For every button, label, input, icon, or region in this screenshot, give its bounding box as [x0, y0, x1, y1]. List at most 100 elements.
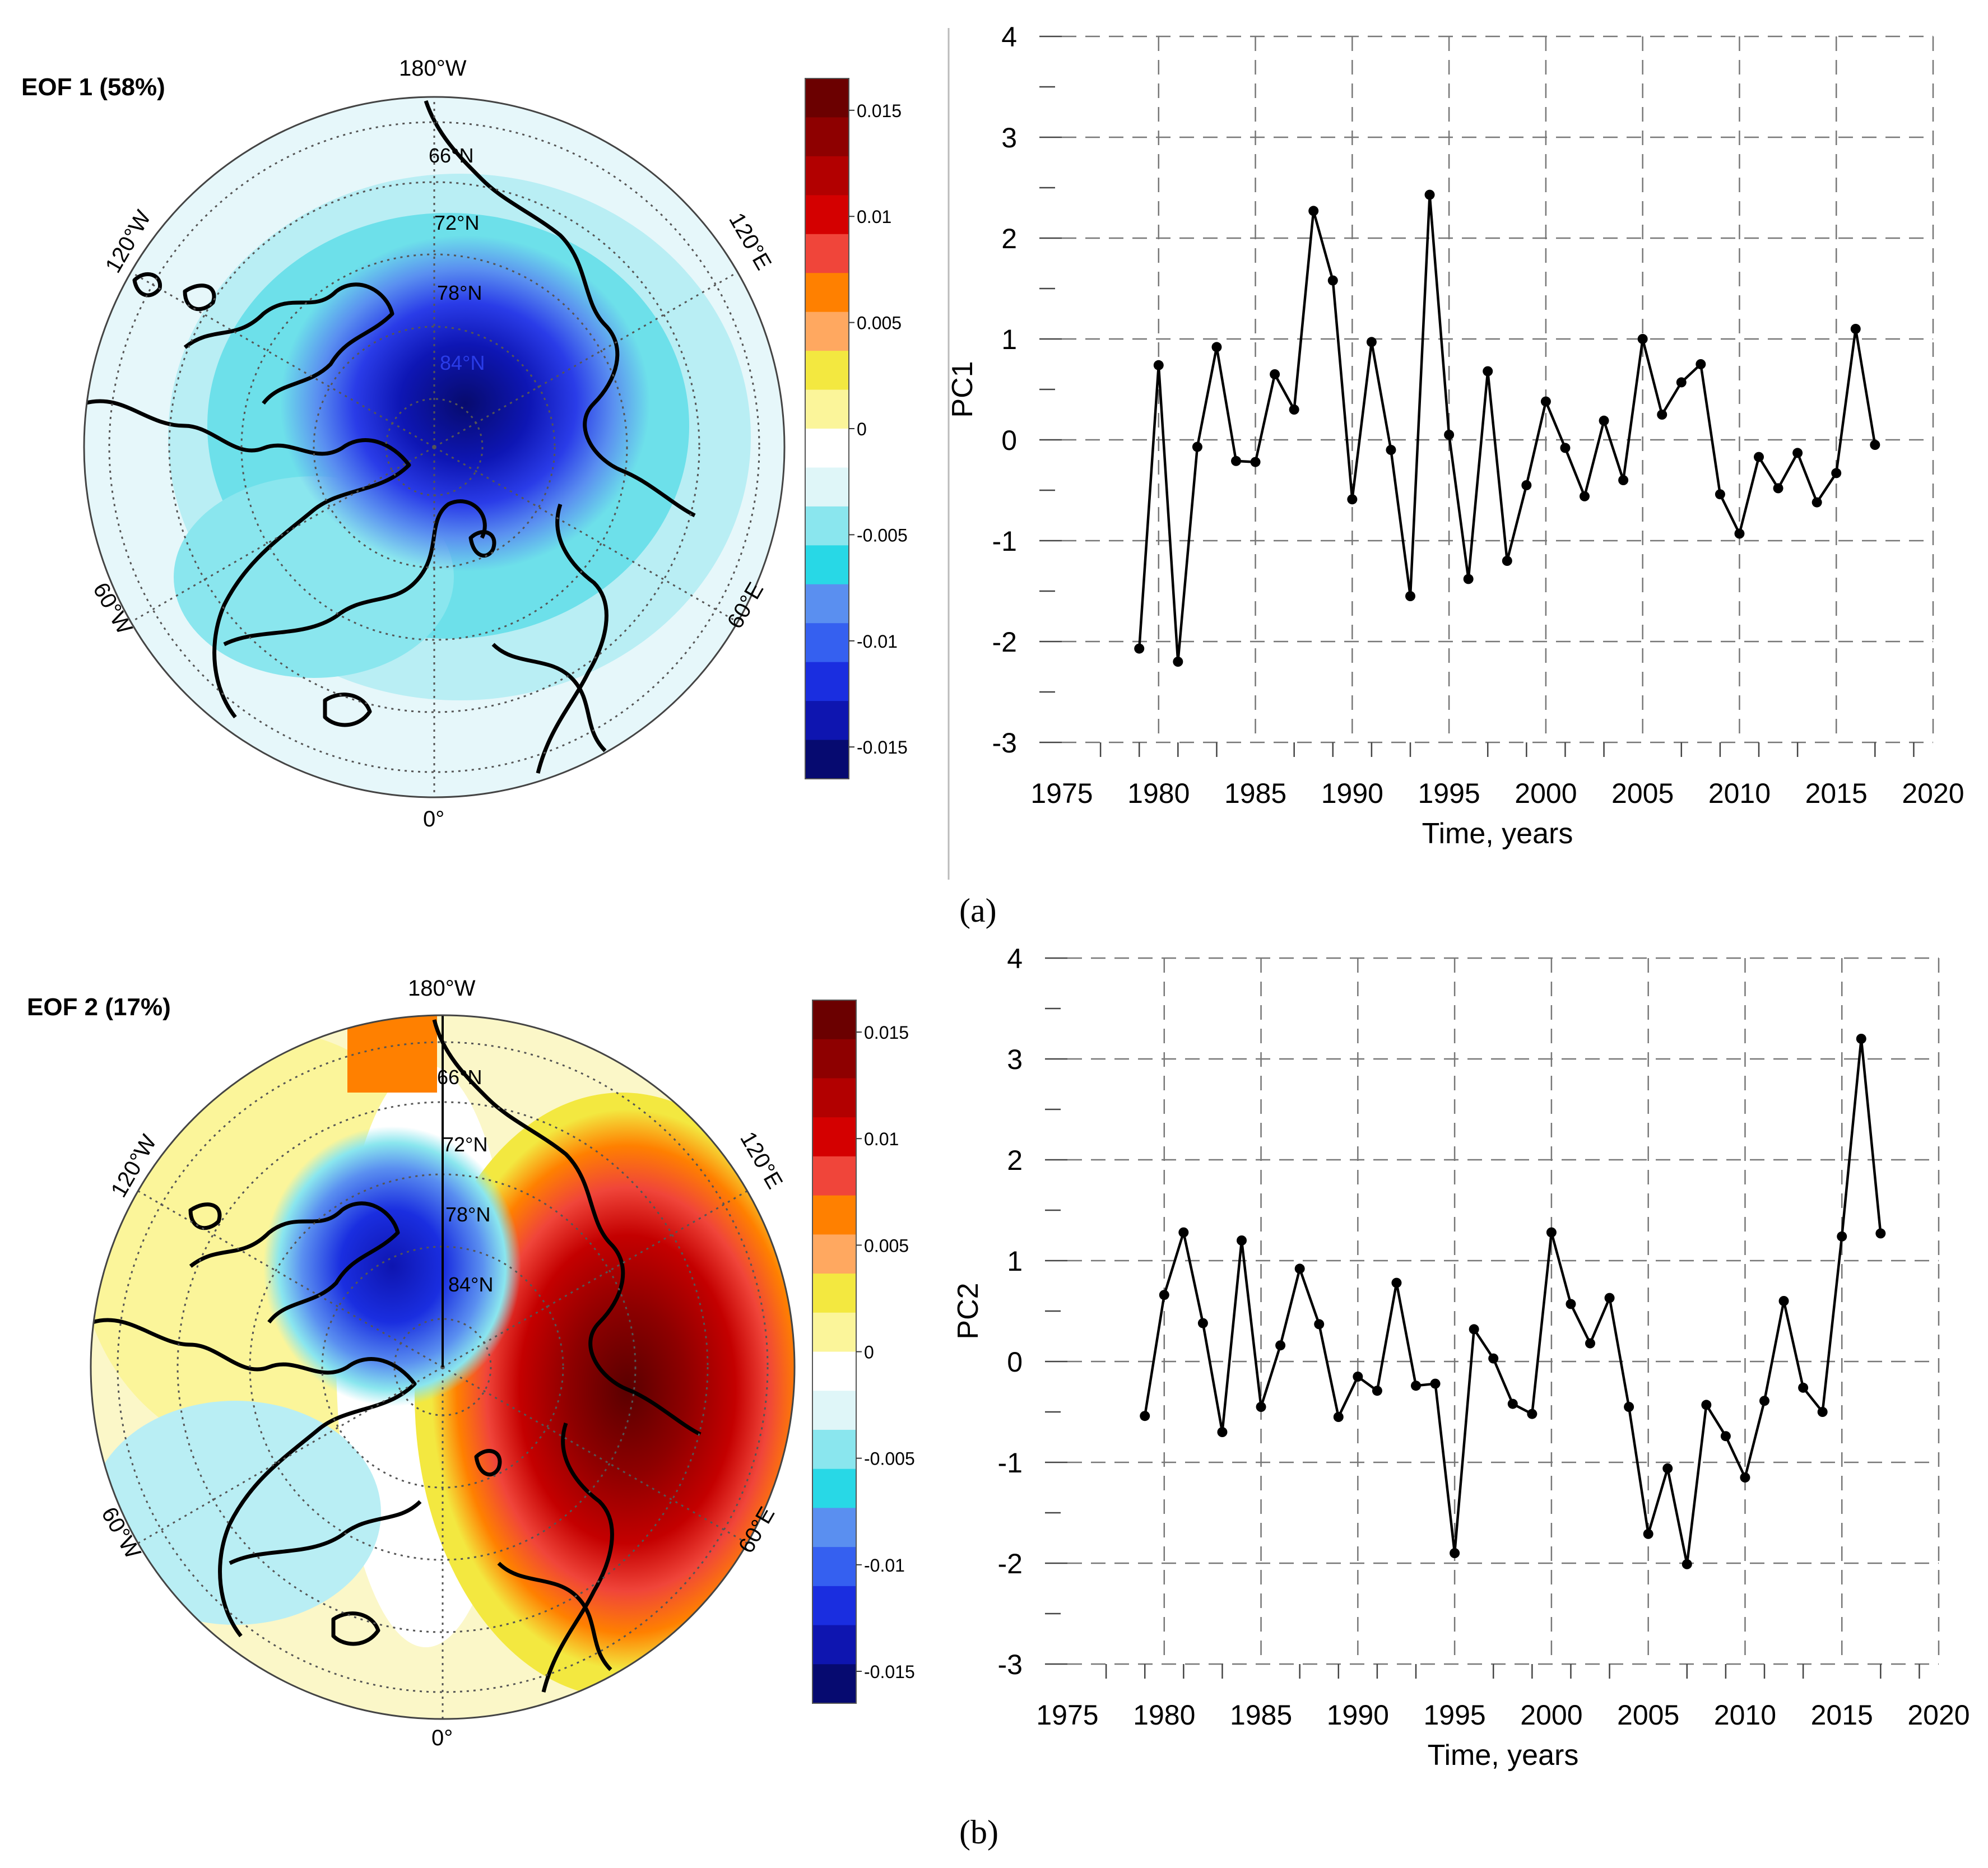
pc2-point — [1740, 1472, 1750, 1483]
pc1-point — [1831, 468, 1842, 478]
pc2-point — [1488, 1353, 1499, 1364]
pc1-point — [1405, 591, 1415, 601]
pc1-point — [1366, 337, 1377, 347]
eof2-label-0: 0° — [431, 1726, 453, 1750]
eof1-colorbar-tick-label: 0.015 — [857, 101, 902, 121]
pc2-ytick-label: -1 — [998, 1447, 1023, 1479]
eof1-colorbar-tick-label: 0.005 — [857, 313, 902, 333]
eof2-map — [90, 1014, 796, 1720]
pc1-xtick-label: 2015 — [1805, 778, 1868, 809]
pc2-point — [1411, 1381, 1421, 1391]
eof2-colorbar-swatch — [812, 1274, 856, 1313]
eof2-colorbar-tick-label: 0.01 — [864, 1129, 899, 1149]
pc1-point — [1754, 452, 1764, 462]
pc2-point — [1856, 1034, 1866, 1044]
pc1-point — [1424, 189, 1435, 200]
pc1-xtick-label: 2000 — [1515, 778, 1577, 809]
eof1-colorbar-swatch — [805, 273, 849, 313]
eof2-lat-66: 66°N — [437, 1066, 482, 1089]
pc1-point — [1773, 483, 1783, 494]
eof2-colorbar-swatch — [812, 1195, 856, 1235]
pc2-point — [1353, 1372, 1363, 1382]
eof1-colorbar-swatch — [805, 623, 849, 663]
pc2-point — [1778, 1296, 1789, 1306]
pc1-point — [1715, 489, 1725, 500]
pc1-point — [1483, 366, 1493, 377]
pc1-point — [1173, 657, 1183, 667]
pc2-xtick-label: 2005 — [1617, 1699, 1679, 1731]
pc1-point — [1289, 405, 1299, 415]
pc1-ytick-label: 2 — [1001, 223, 1017, 254]
eof1-lat-66: 66°N — [429, 144, 473, 167]
pc1-point — [1211, 342, 1222, 352]
eof2-blue-low — [263, 1126, 521, 1406]
pc1-ytick-label: -2 — [992, 626, 1017, 658]
pc1-point — [1134, 643, 1145, 654]
pc2-point — [1701, 1400, 1712, 1410]
eof2-title: EOF 2 (17%) — [27, 993, 171, 1021]
pc2-ytick-label: 2 — [1007, 1145, 1023, 1176]
pc1-xtick-label: 2020 — [1902, 778, 1964, 809]
pc2-point — [1682, 1559, 1692, 1569]
pc2-point — [1450, 1548, 1460, 1558]
pc2-point — [1237, 1235, 1247, 1246]
pc1-point — [1696, 359, 1706, 369]
eof1-colorbar-swatch — [805, 506, 849, 546]
eof2-coastlines — [91, 1019, 702, 1693]
pc2-ytick-label: -2 — [998, 1548, 1023, 1579]
pc2-point — [1178, 1227, 1189, 1238]
eof2-colorbar-swatch — [812, 1078, 856, 1118]
pc1-point — [1540, 396, 1551, 407]
pc1-point — [1444, 430, 1455, 440]
eof1-colorbar-swatch — [805, 351, 849, 391]
pc1-xtick-label: 2010 — [1708, 778, 1771, 809]
eof1-lat-72: 72°N — [434, 211, 479, 234]
pc2-chart: 4 3 2 1 0 -1 -2 -3 1975 1980 1985 1990 1995 2000 2005 2… — [952, 943, 1970, 1772]
eof2-colorbar: 0.015 0.01 0.005 0 -0.005 -0.01 -0.015 — [812, 1000, 915, 1704]
pc2-xtick-label: 2020 — [1907, 1699, 1970, 1731]
eof1-graticule — [108, 97, 760, 797]
pc2-point — [1662, 1463, 1673, 1474]
pc2-ytick-label: 3 — [1007, 1044, 1023, 1075]
pc2-xlabel: Time, years — [1428, 1739, 1579, 1772]
eof1-colorbar-swatch — [805, 740, 849, 779]
pc2-ytick-label: 4 — [1007, 943, 1023, 974]
pc1-point — [1676, 377, 1687, 388]
pc1-chart: 4 3 2 1 0 -1 -2 -3 1975 1980 1985 1990 1995 2000 2005 2… — [946, 21, 1964, 850]
pc1-xlabel: Time, years — [1422, 817, 1573, 850]
eof2-colorbar-swatch — [812, 1547, 856, 1587]
pc2-xtick-label: 1975 — [1036, 1699, 1098, 1731]
pc2-ytick-label: 0 — [1007, 1346, 1023, 1378]
eof2-colorbar-tick-label: 0 — [864, 1342, 874, 1363]
eof1-colorbar-swatch — [805, 78, 849, 118]
pc2-point — [1507, 1398, 1518, 1409]
pc1-ytick-label: 0 — [1001, 425, 1017, 456]
eof1-lat-78: 78°N — [437, 281, 482, 304]
pc2-point — [1256, 1402, 1266, 1412]
pc1-xtick-label: 1995 — [1418, 778, 1480, 809]
eof2-colorbar-swatch — [812, 1312, 856, 1353]
pc1-point — [1270, 369, 1280, 379]
pc2-xtick-label: 1990 — [1327, 1699, 1389, 1731]
pc2-xtick-label: 1985 — [1230, 1699, 1292, 1731]
pc2-point — [1469, 1324, 1479, 1335]
eof1-colorbar-swatch — [805, 467, 849, 507]
pc1-point — [1560, 443, 1571, 453]
pc2-point — [1759, 1396, 1769, 1406]
pc1-xtick-label: 1985 — [1224, 778, 1286, 809]
eof2-lat-72: 72°N — [443, 1133, 487, 1156]
pc2-point — [1643, 1528, 1653, 1539]
pc2-xtick-label: 1980 — [1133, 1699, 1195, 1731]
pc1-point — [1521, 480, 1532, 490]
pc1-point — [1599, 415, 1609, 426]
pc1-point — [1812, 497, 1822, 508]
pc1-point — [1657, 410, 1667, 420]
eof1-colorbar-swatch — [805, 662, 849, 701]
pc2-point — [1372, 1386, 1382, 1396]
pc1-point — [1502, 556, 1512, 566]
eof2-colorbar-swatch — [812, 1117, 856, 1157]
pc1-xtick-label: 2005 — [1611, 778, 1674, 809]
pc1-point — [1192, 442, 1202, 452]
pc2-ytick-label: -3 — [998, 1649, 1023, 1680]
eof2-colorbar-swatch — [812, 1351, 856, 1391]
